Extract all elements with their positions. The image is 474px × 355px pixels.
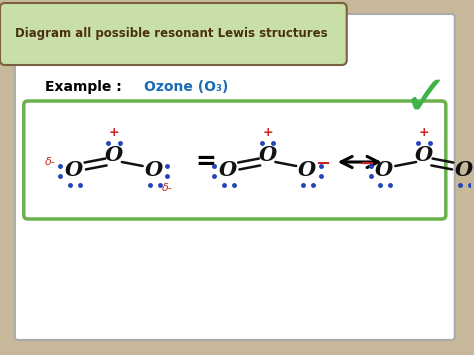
Text: =: = [196,150,217,174]
Text: O: O [105,145,123,165]
Text: δ-: δ- [45,157,56,167]
Text: ✓: ✓ [403,73,449,127]
Text: δ-: δ- [162,183,173,193]
FancyBboxPatch shape [15,14,455,340]
Text: O: O [455,160,473,180]
Text: O: O [145,160,163,180]
FancyBboxPatch shape [24,101,446,219]
Text: Ozone (O₃): Ozone (O₃) [144,80,228,94]
Text: O: O [219,160,237,180]
Text: +: + [419,126,429,140]
Text: O: O [375,160,393,180]
FancyBboxPatch shape [0,3,347,65]
Text: Diagram all possible resonant Lewis structures: Diagram all possible resonant Lewis stru… [15,27,328,39]
Text: +: + [109,126,119,140]
Text: O: O [415,145,433,165]
Text: O: O [258,145,276,165]
Text: O: O [298,160,316,180]
Text: −: − [315,155,330,173]
Text: −: − [359,155,374,173]
Text: O: O [65,160,83,180]
Text: Example :: Example : [45,80,126,94]
Text: +: + [262,126,273,140]
